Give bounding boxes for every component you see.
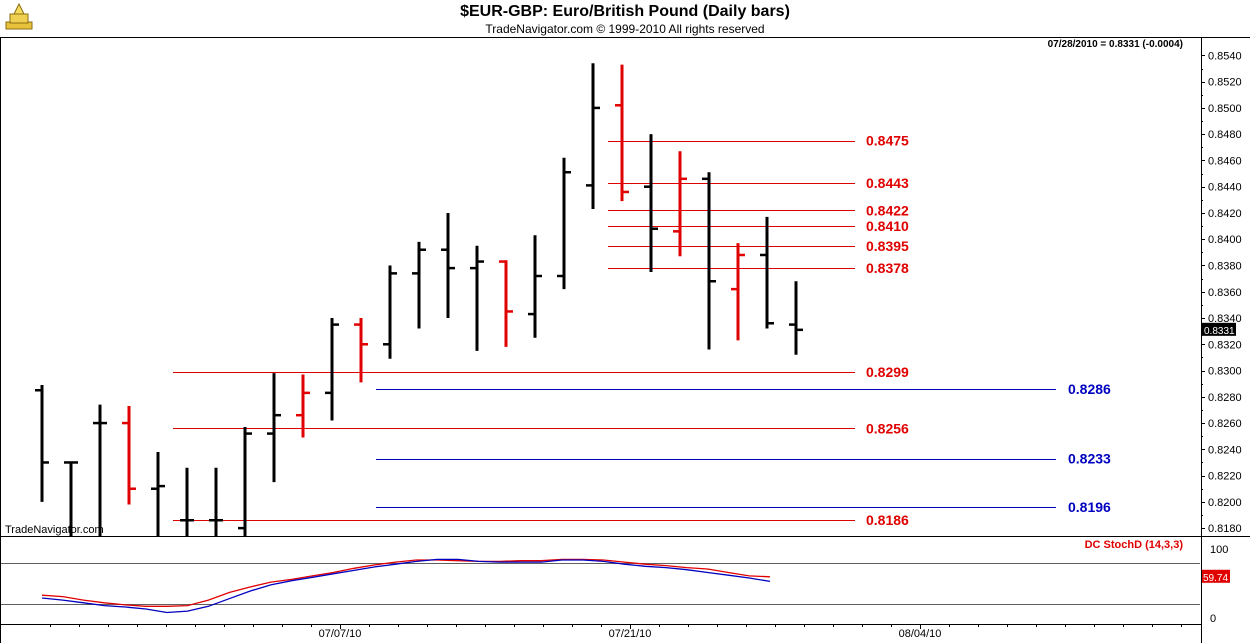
level-label: 0.8475 — [866, 133, 909, 149]
x-tick-label: 07/07/10 — [319, 628, 362, 640]
price-readout: 07/28/2010 = 0.8331 (-0.0004) — [1048, 39, 1183, 50]
ohlc-bar[interactable] — [441, 212, 455, 319]
stoch-last-value-marker — [1202, 569, 1230, 583]
level-label: 0.8422 — [866, 202, 909, 218]
stoch-y-tick-label: 100 — [1210, 544, 1228, 556]
y-tick-label: 0.8180 — [1208, 523, 1242, 535]
copyright-text: TradeNavigator.com © 1999-2010 All right… — [485, 22, 765, 36]
level-label: 0.8286 — [1068, 381, 1111, 397]
ohlc-bar[interactable] — [151, 451, 165, 541]
chart-title: $EUR-GBP: Euro/British Pound (Daily bars… — [460, 3, 790, 20]
level-label: 0.8196 — [1068, 499, 1111, 515]
y-tick-label: 0.8200 — [1208, 497, 1242, 509]
ohlc-bar[interactable] — [499, 260, 513, 347]
y-tick-label: 0.8440 — [1208, 182, 1242, 194]
level-label: 0.8395 — [866, 238, 909, 254]
ohlc-bar[interactable] — [470, 245, 484, 351]
x-tick-label: 08/04/10 — [899, 628, 942, 640]
y-tick-label: 0.8300 — [1208, 366, 1242, 378]
y-tick-label: 0.8460 — [1208, 155, 1242, 167]
ohlc-bar[interactable] — [93, 404, 107, 542]
y-tick-label: 0.8420 — [1208, 208, 1242, 220]
stoch-series-line — [41, 558, 771, 607]
ohlc-bar[interactable] — [615, 64, 629, 202]
y-tick-label: 0.8480 — [1208, 129, 1242, 141]
ohlc-bar[interactable] — [673, 151, 687, 257]
ohlc-bar[interactable] — [557, 157, 571, 290]
level-label: 0.8186 — [866, 512, 909, 528]
ohlc-bar[interactable] — [180, 467, 194, 542]
level-label: 0.8410 — [866, 218, 909, 234]
level-label: 0.8299 — [866, 364, 909, 380]
stoch-series-line — [41, 558, 771, 614]
ohlc-bar[interactable] — [238, 427, 252, 541]
y-tick-label: 0.8280 — [1208, 392, 1242, 404]
ohlc-bar[interactable] — [354, 318, 368, 383]
ohlc-bar[interactable] — [644, 134, 658, 273]
ohlc-bar[interactable] — [64, 461, 78, 541]
ohlc-bar[interactable] — [702, 172, 716, 350]
level-label: 0.8443 — [866, 175, 909, 191]
y-tick-label: 0.8240 — [1208, 444, 1242, 456]
ohlc-bar[interactable] — [325, 318, 339, 421]
y-tick-label: 0.8220 — [1208, 471, 1242, 483]
trade-navigator-logo-icon — [5, 2, 33, 30]
y-tick-label: 0.8360 — [1208, 287, 1242, 299]
stoch-y-tick-label: 0 — [1210, 613, 1216, 625]
y-tick-label: 0.8540 — [1208, 50, 1242, 62]
stoch-last-value-label: 59.74 — [1203, 573, 1228, 584]
y-tick-label: 0.8500 — [1208, 103, 1242, 115]
ohlc-bar[interactable] — [122, 405, 136, 505]
level-label: 0.8256 — [866, 420, 909, 436]
ohlc-bar[interactable] — [296, 374, 310, 438]
ohlc-bar[interactable] — [267, 373, 281, 483]
y-tick-label: 0.8520 — [1208, 77, 1242, 89]
y-tick-label: 0.8320 — [1208, 339, 1242, 351]
y-tick-label: 0.8260 — [1208, 418, 1242, 430]
ohlc-bar[interactable] — [731, 243, 745, 341]
last-price-marker — [1202, 322, 1236, 336]
x-tick-label: 07/21/10 — [609, 628, 652, 640]
ohlc-bar[interactable] — [528, 235, 542, 338]
stoch-title: DC StochD (14,3,3) — [1085, 539, 1184, 551]
level-label: 0.8233 — [1068, 451, 1111, 467]
y-tick-label: 0.8340 — [1208, 313, 1242, 325]
ohlc-bar[interactable] — [35, 384, 49, 502]
ohlc-bar[interactable] — [412, 241, 426, 329]
ohlc-bar[interactable] — [383, 265, 397, 359]
y-tick-label: 0.8380 — [1208, 260, 1242, 272]
watermark-text: TradeNavigator.com — [5, 524, 104, 536]
ohlc-bar[interactable] — [760, 216, 774, 329]
level-label: 0.8378 — [866, 260, 909, 276]
ohlc-bar[interactable] — [789, 281, 803, 355]
y-tick-label: 0.8400 — [1208, 234, 1242, 246]
ohlc-bar[interactable] — [209, 467, 223, 542]
ohlc-bar[interactable] — [586, 63, 600, 210]
last-price-label: 0.8331 — [1204, 326, 1235, 337]
